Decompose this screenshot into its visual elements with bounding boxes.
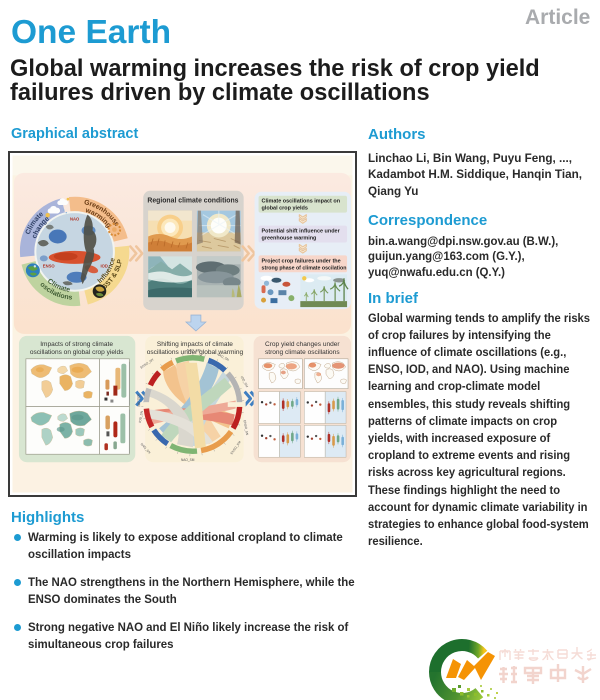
svg-text:Potential shift influence unde: Potential shift influence under bbox=[262, 229, 341, 235]
svg-text:ENSO_SN: ENSO_SN bbox=[243, 420, 250, 436]
svg-text:Crop yield changes under: Crop yield changes under bbox=[265, 341, 340, 348]
svg-text:greenhouse warming: greenhouse warming bbox=[262, 235, 317, 241]
svg-text:Project crop failures under th: Project crop failures under the bbox=[262, 258, 341, 264]
svg-text:NAO: NAO bbox=[70, 217, 80, 222]
svg-text:NAO_SM: NAO_SM bbox=[187, 348, 201, 352]
svg-text:Shifting impacts of climate: Shifting impacts of climate bbox=[157, 341, 233, 348]
svg-text:IOD_SN: IOD_SN bbox=[138, 410, 144, 423]
svg-text:global crop yields: global crop yields bbox=[262, 206, 308, 212]
svg-text:oscillations on global crop yi: oscillations on global crop yields bbox=[30, 349, 124, 356]
svg-text:Impacts of strong climate: Impacts of strong climate bbox=[40, 341, 113, 348]
svg-text:IOD: IOD bbox=[100, 263, 107, 268]
svg-text:strong climate oscillations: strong climate oscillations bbox=[265, 349, 340, 356]
svg-text:strong phase of climate oscila: strong phase of climate oscilation bbox=[262, 265, 347, 271]
svg-text:Climate oscillations impact on: Climate oscillations impact on bbox=[262, 199, 340, 205]
svg-text:NAO_SN: NAO_SN bbox=[216, 352, 230, 362]
svg-text:IOD_SM: IOD_SM bbox=[136, 394, 141, 407]
svg-text:oscillations under global warm: oscillations under global warming bbox=[147, 349, 244, 356]
svg-text:NAO_SM: NAO_SM bbox=[181, 458, 195, 462]
svg-text:IOD_SM: IOD_SM bbox=[240, 375, 249, 388]
svg-text:ENSO: ENSO bbox=[43, 263, 56, 268]
svg-text:Regional climate conditions: Regional climate conditions bbox=[147, 198, 238, 205]
